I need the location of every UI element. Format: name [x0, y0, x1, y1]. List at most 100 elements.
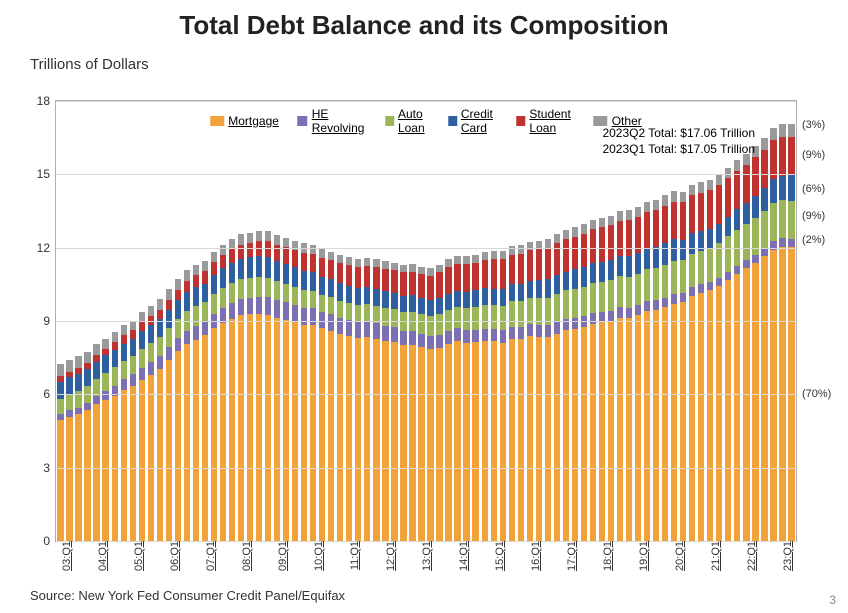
bar-segment-credit_card [491, 289, 497, 306]
bar-segment-other [391, 263, 397, 271]
bar-segment-other [274, 235, 280, 245]
bar-segment-he_revolving [698, 284, 704, 293]
bar-segment-other [626, 210, 632, 220]
bar-segment-student_loan [671, 202, 677, 240]
bar-segment-other [635, 207, 641, 217]
bar-segment-he_revolving [509, 327, 515, 339]
bar-segment-credit_card [301, 271, 307, 290]
bar-segment-other [761, 138, 767, 150]
bar-segment-auto_loan [743, 224, 749, 260]
bar-segment-mortgage [319, 328, 325, 541]
y-tick-label: 9 [43, 314, 56, 328]
bar-segment-mortgage [391, 342, 397, 541]
bar-segment-he_revolving [130, 374, 136, 385]
bar-segment-other [121, 325, 127, 335]
bar-segment-he_revolving [743, 260, 749, 268]
x-tick-label: 19:Q1 [634, 541, 650, 571]
bar-segment-other [175, 279, 181, 289]
bar-segment-he_revolving [689, 287, 695, 296]
bar-segment-other [166, 289, 172, 299]
bar-segment-mortgage [572, 329, 578, 541]
bar-segment-mortgage [57, 420, 63, 541]
bar-segment-mortgage [373, 339, 379, 541]
bar-segment-mortgage [301, 325, 307, 541]
bar-segment-other [148, 306, 154, 316]
bar-segment-auto_loan [662, 265, 668, 298]
bar-segment-credit_card [725, 217, 731, 237]
bar-segment-student_loan [518, 254, 524, 284]
bar-segment-mortgage [689, 296, 695, 541]
x-tick-label: 20:Q1 [670, 541, 686, 571]
bar-segment-student_loan [545, 248, 551, 279]
bar-segment-mortgage [599, 322, 605, 541]
bar-segment-mortgage [310, 325, 316, 541]
bar-segment-student_loan [689, 195, 695, 233]
bar-segment-other [518, 245, 524, 254]
legend-label: Auto Loan [398, 107, 430, 135]
bar-segment-mortgage [400, 345, 406, 541]
bar-segment-credit_card [779, 176, 785, 200]
bar-segment-credit_card [671, 239, 677, 261]
legend-swatch [297, 116, 308, 126]
bar-segment-he_revolving [391, 327, 397, 341]
bar-segment-credit_card [689, 233, 695, 254]
bar-segment-credit_card [707, 229, 713, 248]
bar-segment-mortgage [130, 386, 136, 541]
bar-segment-student_loan [319, 258, 325, 277]
bar-segment-other [364, 258, 370, 266]
bar-segment-other [716, 175, 722, 185]
bar-segment-credit_card [527, 281, 533, 298]
bar-segment-he_revolving [328, 314, 334, 330]
bar-segment-he_revolving [572, 318, 578, 329]
bar-segment-mortgage [175, 351, 181, 541]
bar-segment-student_loan [193, 275, 199, 287]
bar-segment-student_loan [355, 267, 361, 288]
bar-segment-he_revolving [84, 403, 90, 410]
bar-segment-other [608, 216, 614, 226]
bar-segment-auto_loan [328, 297, 334, 314]
x-tick-label: 04:Q1 [93, 541, 109, 571]
bar-segment-auto_loan [274, 281, 280, 300]
bar-segment-other [454, 256, 460, 264]
bar-segment-mortgage [536, 337, 542, 541]
bar-segment-credit_card [256, 256, 262, 277]
legend-label: Mortgage [228, 114, 279, 128]
bar-segment-he_revolving [779, 238, 785, 246]
bar-segment-credit_card [364, 287, 370, 304]
callout-line: 2023Q2 Total: $17.06 Trillion [602, 126, 755, 142]
bar-segment-mortgage [680, 302, 686, 541]
bar-segment-other [256, 231, 262, 241]
bar-segment-auto_loan [265, 278, 271, 297]
bar-segment-credit_card [653, 247, 659, 269]
bar-segment-auto_loan [689, 254, 695, 287]
bar-segment-auto_loan [436, 314, 442, 335]
bar-segment-mortgage [184, 344, 190, 541]
x-tick-label: 12:Q1 [381, 541, 397, 571]
bar-segment-credit_card [734, 209, 740, 230]
bar-segment-mortgage [698, 293, 704, 541]
bar-segment-he_revolving [662, 298, 668, 308]
bar-segment-auto_loan [454, 307, 460, 329]
bar-segment-he_revolving [355, 322, 361, 337]
bar-segment-he_revolving [617, 307, 623, 317]
bar-segment-student_loan [752, 157, 758, 196]
bar-segment-student_loan [599, 227, 605, 261]
bar-segment-mortgage [75, 414, 81, 541]
bar-segment-other [482, 252, 488, 260]
bar-segment-credit_card [310, 272, 316, 291]
legend-item: Credit Card [448, 107, 498, 135]
bar-segment-he_revolving [93, 396, 99, 404]
bar-segment-other [445, 259, 451, 267]
bar-segment-auto_loan [599, 282, 605, 312]
bar-segment-student_loan [626, 220, 632, 256]
bar-segment-he_revolving [716, 278, 722, 286]
bar-segment-student_loan [590, 229, 596, 263]
bar-segment-auto_loan [364, 304, 370, 322]
bar-segment-other [472, 255, 478, 263]
bar-segment-mortgage [707, 290, 713, 541]
bar-segment-credit_card [373, 289, 379, 306]
bar-segment-student_loan [788, 137, 794, 175]
bar-segment-student_loan [743, 165, 749, 204]
legend-label: Student Loan [529, 107, 575, 135]
bar-segment-credit_card [166, 310, 172, 328]
